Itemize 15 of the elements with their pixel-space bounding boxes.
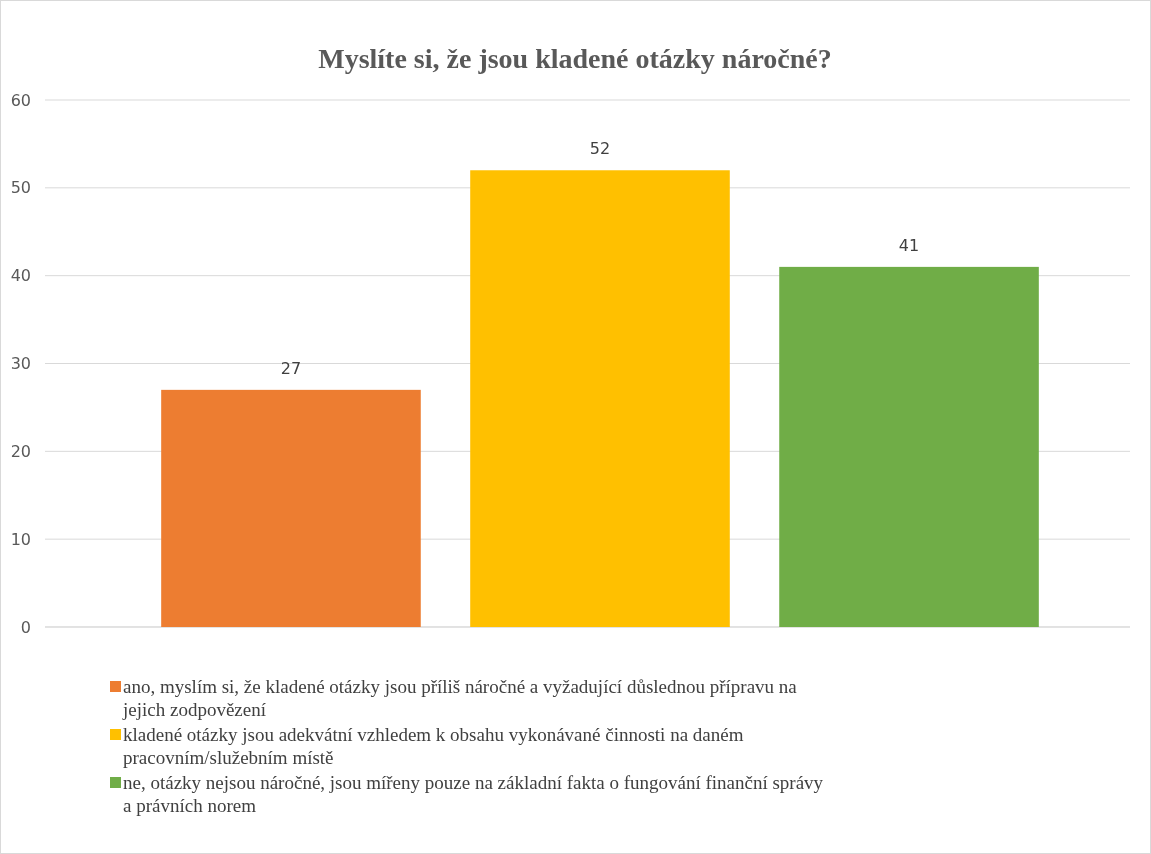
y-tick-label: 50 [10,178,31,198]
data-label: 27 [280,358,302,378]
data-label: 41 [898,235,920,255]
bar [161,389,421,627]
data-label: 52 [589,139,611,159]
legend-label: ne, otázky nejsou náročné, jsou mířeny pouze na základní fakta o fungování finanční správy a právních norem [123,771,825,817]
y-tick-label: 30 [10,354,31,374]
y-tick-label: 0 [20,617,31,637]
y-tick-label: 60 [10,90,31,110]
y-tick-label: 10 [10,529,31,549]
chart-title: Myslíte si, že jsou kladené otázky náročné? [318,43,832,74]
y-tick-label: 20 [10,441,31,461]
bar [779,266,1039,627]
bar [470,170,730,627]
y-tick-label: 40 [10,266,31,286]
